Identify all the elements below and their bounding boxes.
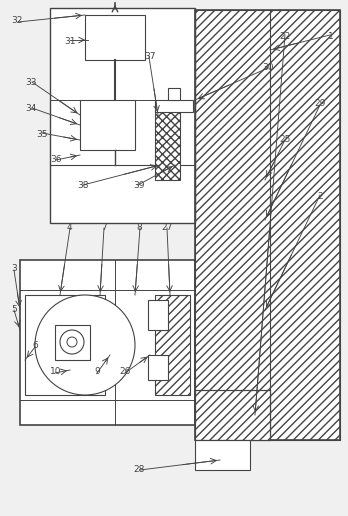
Text: 38: 38 [78, 181, 89, 190]
Text: 32: 32 [12, 16, 23, 25]
Text: 31: 31 [64, 37, 76, 46]
Text: 34: 34 [26, 104, 37, 113]
Text: 30: 30 [262, 62, 274, 72]
Text: 10: 10 [50, 367, 62, 376]
Bar [155, 100, 193, 112]
Text: 29: 29 [315, 99, 326, 108]
Circle shape [60, 330, 84, 354]
Text: 8: 8 [136, 222, 142, 232]
Text: 7: 7 [102, 222, 107, 232]
Bar [155, 110, 180, 180]
Text: 26: 26 [120, 367, 131, 376]
Bar [50, 8, 195, 223]
Text: 35: 35 [36, 130, 48, 139]
Text: 6: 6 [32, 341, 38, 350]
Bar [195, 10, 340, 440]
Bar [148, 300, 168, 330]
Bar [80, 100, 135, 150]
Bar [195, 10, 340, 440]
Bar [148, 355, 168, 380]
Bar [25, 295, 105, 395]
Circle shape [67, 337, 77, 347]
Text: 3: 3 [11, 264, 17, 273]
Bar [20, 260, 195, 425]
Text: 1: 1 [328, 31, 333, 41]
Circle shape [35, 295, 135, 395]
Bar [195, 390, 270, 440]
Text: 2: 2 [317, 191, 323, 201]
Bar [195, 440, 250, 470]
Bar [55, 325, 90, 360]
Text: 5: 5 [11, 305, 17, 314]
Text: 36: 36 [50, 155, 62, 165]
Text: 25: 25 [280, 135, 291, 144]
Text: 37: 37 [144, 52, 156, 61]
Text: 28: 28 [134, 465, 145, 474]
Text: 4: 4 [67, 222, 72, 232]
Bar [195, 390, 270, 440]
Text: 39: 39 [133, 181, 145, 190]
Bar [155, 295, 190, 395]
Text: 22: 22 [280, 31, 291, 41]
Bar [85, 15, 145, 60]
Text: 27: 27 [161, 222, 173, 232]
Bar [168, 88, 180, 100]
Text: 33: 33 [25, 78, 37, 87]
Text: 9: 9 [95, 367, 100, 376]
